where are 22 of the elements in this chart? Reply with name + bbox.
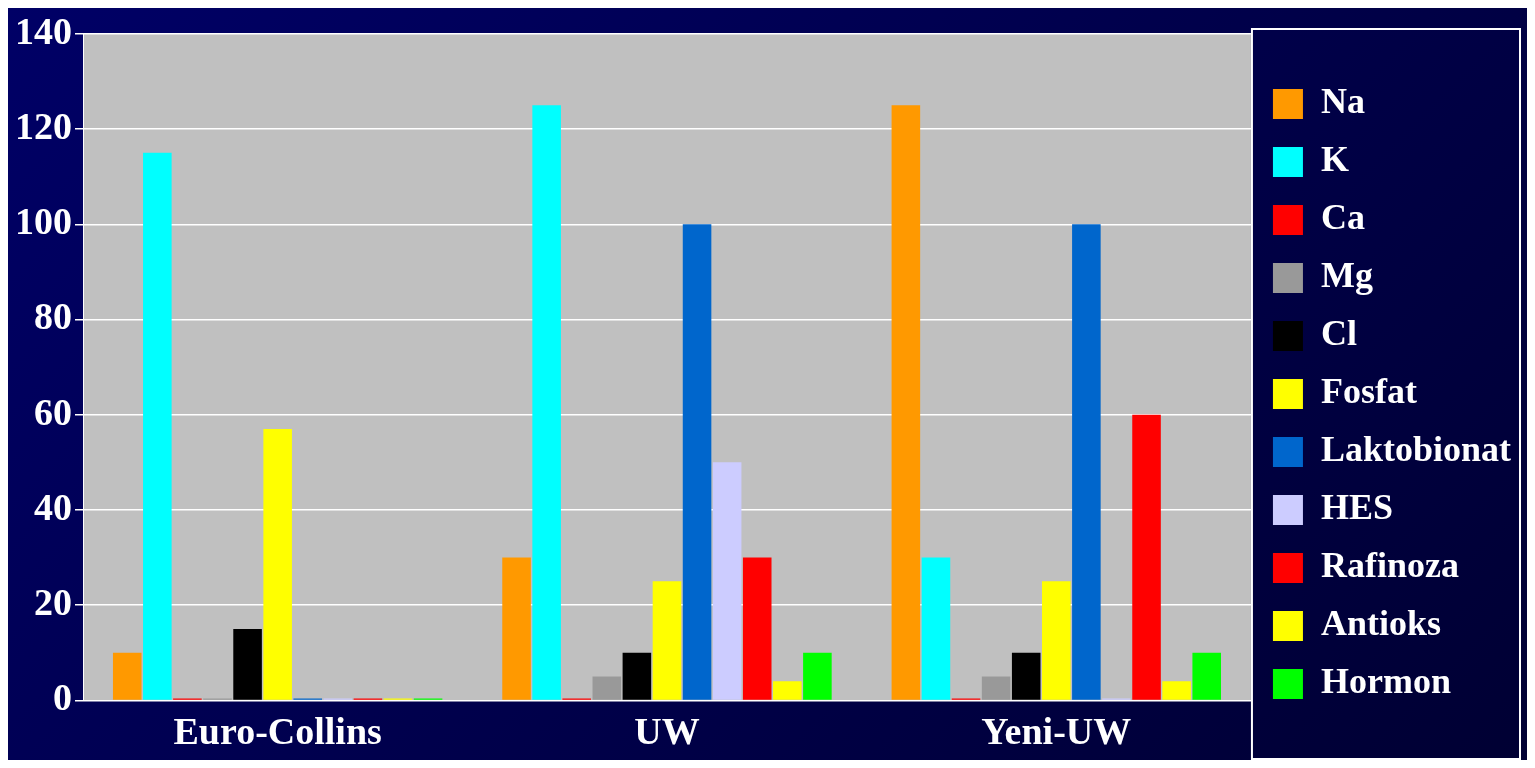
legend-label: Mg [1320,255,1373,296]
y-tick-label: 80 [34,295,72,338]
y-tick-label: 140 [15,9,72,52]
x-tick-label: Euro-Collins [173,710,382,753]
legend-label: HES [1320,487,1393,528]
legend-label: Na [1320,81,1365,122]
legend-label: Rafinoza [1320,545,1459,586]
legend-label: Laktobionat [1320,429,1512,470]
legend-label: K [1320,139,1349,180]
x-tick-label: Yeni-UW [981,710,1132,753]
legend-label: Ca [1320,197,1365,238]
legend-label: Antioks [1320,603,1441,644]
legend-label: Cl [1320,313,1357,354]
y-tick-label: 100 [15,200,72,243]
y-tick-label: 120 [15,104,72,147]
legend-label: Fosfat [1320,371,1417,412]
x-tick-label: UW [634,710,700,753]
legend-label: Hormon [1320,661,1451,702]
y-tick-label: 20 [34,580,72,623]
y-tick-label: 60 [34,390,72,433]
y-tick-label: 40 [34,485,72,528]
y-tick-label: 0 [53,676,72,719]
